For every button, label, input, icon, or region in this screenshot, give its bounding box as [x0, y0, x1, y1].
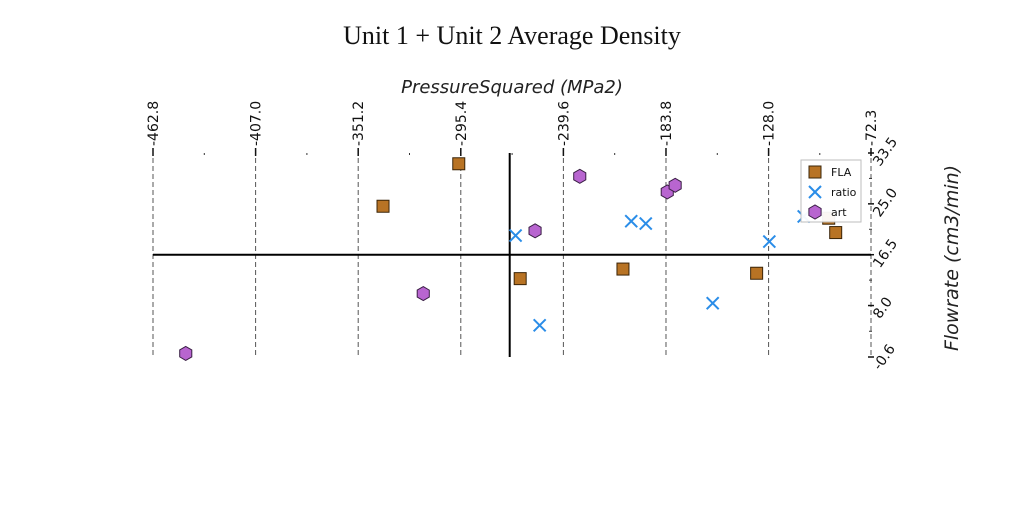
ratio-point	[508, 228, 523, 243]
art-point	[416, 286, 430, 302]
art-point	[179, 345, 193, 361]
legend-art-label: art	[831, 206, 847, 219]
y-tick-label: 8.0	[870, 294, 896, 321]
tick-labels: -462.8 -407.0 -351.2 -295.4 -239.6 -183.8 -128…	[146, 101, 901, 374]
fla-point	[829, 226, 843, 240]
ratio-point	[624, 214, 638, 228]
x-tick-label: -239.6	[556, 101, 572, 146]
chart-title: Unit 1 + Unit 2 Average Density	[343, 21, 681, 50]
legend-ratio-label: ratio	[831, 186, 857, 199]
x-stroke	[762, 234, 777, 249]
legend-ratio-marker	[808, 185, 822, 199]
fla-point	[513, 272, 527, 286]
x-stroke	[705, 296, 720, 310]
x-tick-label: -183.8	[659, 101, 675, 146]
legend-fla-marker	[808, 165, 822, 179]
ratio-point	[639, 216, 653, 231]
x-stroke	[808, 185, 822, 199]
y-tick-label: -0.6	[870, 342, 899, 374]
ratio-point	[532, 318, 547, 333]
ratio-point	[705, 296, 720, 310]
y-tick-label: 16.5	[870, 236, 901, 271]
fla-point	[750, 266, 764, 280]
x-stroke	[639, 216, 653, 231]
x-tick-label: -295.4	[454, 101, 470, 146]
x-stroke	[624, 214, 638, 228]
fla-point	[452, 157, 466, 171]
grid-lines	[152, 150, 872, 357]
x-tick-label: -407.0	[249, 101, 265, 146]
y-tick-label: 25.0	[870, 185, 901, 220]
x-stroke	[508, 228, 523, 243]
x-tick-label: -351.2	[351, 101, 367, 146]
art-point	[573, 168, 587, 184]
axes	[152, 148, 874, 358]
x-tick-label: -72.3	[864, 110, 880, 146]
legend-fla-label: FLA	[831, 166, 852, 179]
art-point	[668, 177, 682, 193]
x-tick-label: -462.8	[146, 101, 162, 146]
legend: FLA ratio art	[800, 159, 862, 223]
y-axis-label: Flowrate (cm3/min)	[941, 165, 963, 351]
x-stroke	[532, 318, 547, 333]
x-axis-label: PressureSquared (MPa2)	[401, 77, 623, 98]
art-point	[528, 223, 542, 239]
legend-art-marker	[808, 204, 822, 220]
fla-point	[616, 262, 630, 276]
ratio-point	[762, 234, 777, 249]
fla-point	[376, 199, 390, 213]
x-tick-label: -128.0	[762, 101, 778, 146]
